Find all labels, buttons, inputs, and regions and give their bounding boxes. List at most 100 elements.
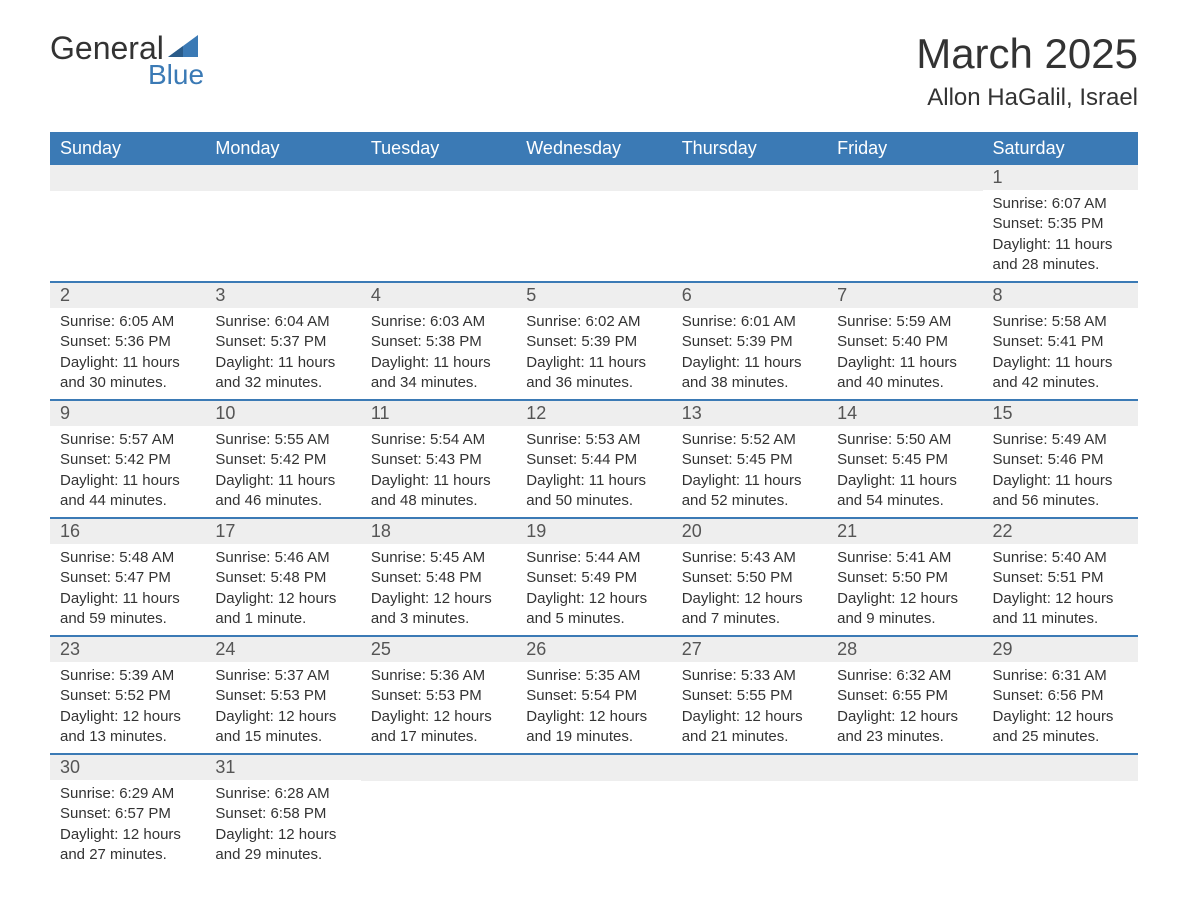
day-content: Sunrise: 6:31 AMSunset: 6:56 PMDaylight:… [983, 662, 1138, 753]
calendar-day-cell: 9Sunrise: 5:57 AMSunset: 5:42 PMDaylight… [50, 400, 205, 518]
day-content: Sunrise: 5:44 AMSunset: 5:49 PMDaylight:… [516, 544, 671, 635]
daylight-line: Daylight: 11 hours and 46 minutes. [215, 471, 350, 512]
day-header: Saturday [983, 132, 1138, 165]
sunset-label: Sunset: [60, 569, 111, 586]
sunset-line: Sunset: 5:48 PM [371, 568, 506, 588]
calendar-day-cell: 31Sunrise: 6:28 AMSunset: 6:58 PMDayligh… [205, 754, 360, 871]
day-number: 6 [672, 283, 827, 308]
daylight-label: Daylight: [526, 472, 584, 489]
daylight-label: Daylight: [837, 708, 895, 725]
sunset-line: Sunset: 5:39 PM [682, 332, 817, 352]
logo-general-text: General [50, 30, 164, 67]
header-row: General Blue March 2025 Allon HaGalil, I… [50, 30, 1138, 112]
daylight-line: Daylight: 11 hours and 42 minutes. [993, 353, 1128, 394]
sunset-line: Sunset: 5:51 PM [993, 568, 1128, 588]
calendar-day-cell: 1Sunrise: 6:07 AMSunset: 5:35 PMDaylight… [983, 165, 1138, 282]
sunrise-line: Sunrise: 5:35 AM [526, 666, 661, 686]
daylight-label: Daylight: [60, 590, 118, 607]
sunrise-value: 5:49 AM [1052, 431, 1107, 448]
sunset-line: Sunset: 5:40 PM [837, 332, 972, 352]
title-block: March 2025 Allon HaGalil, Israel [916, 30, 1138, 112]
day-content: Sunrise: 5:48 AMSunset: 5:47 PMDaylight:… [50, 544, 205, 635]
sunrise-label: Sunrise: [837, 549, 892, 566]
sunrise-label: Sunrise: [215, 667, 270, 684]
daylight-label: Daylight: [993, 354, 1051, 371]
daylight-label: Daylight: [837, 354, 895, 371]
day-number: 28 [827, 637, 982, 662]
sunrise-label: Sunrise: [60, 313, 115, 330]
sunrise-label: Sunrise: [526, 313, 581, 330]
sunrise-line: Sunrise: 5:43 AM [682, 548, 817, 568]
sunset-label: Sunset: [215, 805, 266, 822]
sunset-label: Sunset: [60, 333, 111, 350]
sunrise-value: 6:31 AM [1052, 667, 1107, 684]
day-content: Sunrise: 5:55 AMSunset: 5:42 PMDaylight:… [205, 426, 360, 517]
sunset-line: Sunset: 5:48 PM [215, 568, 350, 588]
sunrise-label: Sunrise: [371, 549, 426, 566]
calendar-day-cell: 23Sunrise: 5:39 AMSunset: 5:52 PMDayligh… [50, 636, 205, 754]
sunset-value: 5:45 PM [892, 451, 948, 468]
sunset-label: Sunset: [682, 569, 733, 586]
sunrise-label: Sunrise: [837, 667, 892, 684]
sunset-line: Sunset: 5:50 PM [837, 568, 972, 588]
calendar-empty-cell [672, 165, 827, 282]
sunrise-value: 5:53 AM [585, 431, 640, 448]
daylight-label: Daylight: [60, 708, 118, 725]
sunset-line: Sunset: 5:55 PM [682, 686, 817, 706]
sunset-line: Sunset: 5:49 PM [526, 568, 661, 588]
calendar-day-cell: 20Sunrise: 5:43 AMSunset: 5:50 PMDayligh… [672, 518, 827, 636]
sunrise-line: Sunrise: 5:40 AM [993, 548, 1128, 568]
sunrise-label: Sunrise: [60, 431, 115, 448]
location-text: Allon HaGalil, Israel [916, 84, 1138, 112]
day-header: Tuesday [361, 132, 516, 165]
sunset-label: Sunset: [993, 333, 1044, 350]
sunset-line: Sunset: 5:46 PM [993, 450, 1128, 470]
sunrise-line: Sunrise: 6:04 AM [215, 312, 350, 332]
sunrise-line: Sunrise: 5:44 AM [526, 548, 661, 568]
sunrise-value: 5:55 AM [275, 431, 330, 448]
daylight-line: Daylight: 11 hours and 48 minutes. [371, 471, 506, 512]
calendar-empty-cell [827, 165, 982, 282]
sunset-label: Sunset: [215, 569, 266, 586]
sunset-value: 5:51 PM [1048, 569, 1104, 586]
sunrise-value: 6:02 AM [585, 313, 640, 330]
calendar-day-cell: 7Sunrise: 5:59 AMSunset: 5:40 PMDaylight… [827, 282, 982, 400]
sunrise-line: Sunrise: 6:07 AM [993, 194, 1128, 214]
sunrise-value: 5:52 AM [741, 431, 796, 448]
daylight-label: Daylight: [837, 472, 895, 489]
day-content: Sunrise: 5:57 AMSunset: 5:42 PMDaylight:… [50, 426, 205, 517]
sunrise-value: 5:35 AM [585, 667, 640, 684]
daylight-line: Daylight: 11 hours and 52 minutes. [682, 471, 817, 512]
daylight-line: Daylight: 11 hours and 36 minutes. [526, 353, 661, 394]
calendar-day-cell: 2Sunrise: 6:05 AMSunset: 5:36 PMDaylight… [50, 282, 205, 400]
calendar-header-row: SundayMondayTuesdayWednesdayThursdayFrid… [50, 132, 1138, 165]
sunrise-value: 5:41 AM [896, 549, 951, 566]
calendar-day-cell: 10Sunrise: 5:55 AMSunset: 5:42 PMDayligh… [205, 400, 360, 518]
daylight-label: Daylight: [371, 354, 429, 371]
day-number: 24 [205, 637, 360, 662]
daylight-label: Daylight: [526, 590, 584, 607]
sunset-value: 5:40 PM [892, 333, 948, 350]
day-content: Sunrise: 5:45 AMSunset: 5:48 PMDaylight:… [361, 544, 516, 635]
sunrise-label: Sunrise: [993, 549, 1048, 566]
calendar-empty-cell [50, 165, 205, 282]
empty-daynum-strip [361, 165, 516, 191]
day-number: 23 [50, 637, 205, 662]
daylight-line: Daylight: 11 hours and 44 minutes. [60, 471, 195, 512]
calendar-week-row: 30Sunrise: 6:29 AMSunset: 6:57 PMDayligh… [50, 754, 1138, 871]
calendar-day-cell: 5Sunrise: 6:02 AMSunset: 5:39 PMDaylight… [516, 282, 671, 400]
sunset-line: Sunset: 5:41 PM [993, 332, 1128, 352]
sunrise-value: 5:57 AM [119, 431, 174, 448]
calendar-week-row: 9Sunrise: 5:57 AMSunset: 5:42 PMDaylight… [50, 400, 1138, 518]
sunrise-label: Sunrise: [682, 667, 737, 684]
calendar-day-cell: 4Sunrise: 6:03 AMSunset: 5:38 PMDaylight… [361, 282, 516, 400]
sunrise-line: Sunrise: 5:33 AM [682, 666, 817, 686]
sunset-value: 5:47 PM [115, 569, 171, 586]
sunrise-value: 6:04 AM [275, 313, 330, 330]
sunset-line: Sunset: 5:52 PM [60, 686, 195, 706]
daylight-label: Daylight: [993, 472, 1051, 489]
sunset-value: 5:55 PM [737, 687, 793, 704]
sunrise-label: Sunrise: [993, 313, 1048, 330]
daylight-line: Daylight: 12 hours and 5 minutes. [526, 589, 661, 630]
sunset-value: 5:49 PM [581, 569, 637, 586]
